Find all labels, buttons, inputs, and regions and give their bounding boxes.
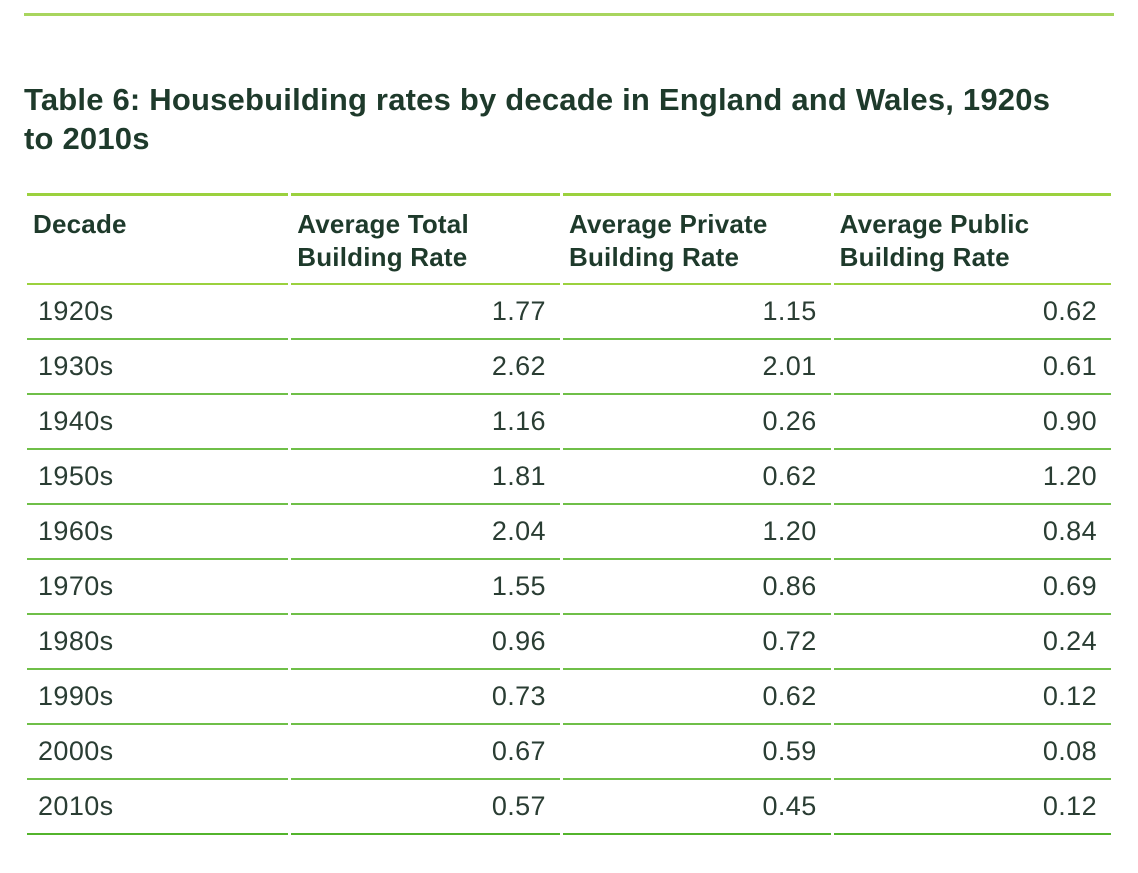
cell-total-rate: 0.57 bbox=[291, 780, 560, 835]
cell-decade: 1960s bbox=[27, 505, 289, 560]
table-body: 1920s 1.77 1.15 0.62 1930s 2.62 2.01 0.6… bbox=[27, 285, 1111, 835]
cell-public-rate: 0.62 bbox=[833, 285, 1111, 340]
col-header-private-line2: Building Rate bbox=[568, 242, 740, 272]
cell-public-rate: 0.24 bbox=[833, 615, 1111, 670]
cell-total-rate: 0.96 bbox=[291, 615, 560, 670]
col-header-public-line2: Building Rate bbox=[839, 242, 1010, 272]
cell-decade: 1980s bbox=[27, 615, 289, 670]
cell-public-rate: 1.20 bbox=[833, 450, 1111, 505]
cell-total-rate: 0.67 bbox=[291, 725, 560, 780]
cell-private-rate: 0.59 bbox=[562, 725, 831, 780]
table-row: 2010s 0.57 0.45 0.12 bbox=[27, 780, 1111, 835]
cell-private-rate: 0.26 bbox=[562, 395, 831, 450]
cell-private-rate: 1.15 bbox=[562, 285, 831, 340]
cell-public-rate: 0.84 bbox=[833, 505, 1111, 560]
cell-private-rate: 0.45 bbox=[562, 780, 831, 835]
col-header-total-line2: Building Rate bbox=[297, 242, 468, 272]
cell-private-rate: 0.72 bbox=[562, 615, 831, 670]
table-row: 1960s 2.04 1.20 0.84 bbox=[27, 505, 1111, 560]
cell-decade: 1970s bbox=[27, 560, 289, 615]
housebuilding-rates-table: Decade Average Total Building Rate Avera… bbox=[24, 193, 1114, 835]
cell-decade: 1940s bbox=[27, 395, 289, 450]
cell-total-rate: 2.62 bbox=[291, 340, 560, 395]
cell-decade: 1930s bbox=[27, 340, 289, 395]
col-header-public-rate: Average Public Building Rate bbox=[833, 193, 1111, 285]
table-row: 1980s 0.96 0.72 0.24 bbox=[27, 615, 1111, 670]
table-header-row: Decade Average Total Building Rate Avera… bbox=[27, 193, 1111, 285]
cell-public-rate: 0.08 bbox=[833, 725, 1111, 780]
cell-public-rate: 0.61 bbox=[833, 340, 1111, 395]
col-header-decade-line1: Decade bbox=[33, 209, 127, 239]
col-header-public-line1: Average Public bbox=[839, 209, 1030, 239]
table-row: 2000s 0.67 0.59 0.08 bbox=[27, 725, 1111, 780]
col-header-private-rate: Average Private Building Rate bbox=[562, 193, 831, 285]
col-header-total-rate: Average Total Building Rate bbox=[291, 193, 560, 285]
cell-decade: 1990s bbox=[27, 670, 289, 725]
cell-decade: 2000s bbox=[27, 725, 289, 780]
table-title: Table 6: Housebuilding rates by decade i… bbox=[24, 82, 1051, 156]
cell-total-rate: 1.16 bbox=[291, 395, 560, 450]
table-row: 1950s 1.81 0.62 1.20 bbox=[27, 450, 1111, 505]
document-page: Table 6: Housebuilding rates by decade i… bbox=[0, 13, 1138, 835]
table-row: 1970s 1.55 0.86 0.69 bbox=[27, 560, 1111, 615]
cell-decade: 1950s bbox=[27, 450, 289, 505]
cell-total-rate: 2.04 bbox=[291, 505, 560, 560]
cell-public-rate: 0.12 bbox=[833, 780, 1111, 835]
cell-private-rate: 1.20 bbox=[562, 505, 831, 560]
table-row: 1940s 1.16 0.26 0.90 bbox=[27, 395, 1111, 450]
col-header-total-line1: Average Total bbox=[297, 209, 469, 239]
cell-private-rate: 0.86 bbox=[562, 560, 831, 615]
cell-private-rate: 0.62 bbox=[562, 450, 831, 505]
col-header-private-line1: Average Private bbox=[568, 209, 768, 239]
cell-total-rate: 1.77 bbox=[291, 285, 560, 340]
cell-total-rate: 0.73 bbox=[291, 670, 560, 725]
table-row: 1930s 2.62 2.01 0.61 bbox=[27, 340, 1111, 395]
table-row: 1920s 1.77 1.15 0.62 bbox=[27, 285, 1111, 340]
cell-total-rate: 1.81 bbox=[291, 450, 560, 505]
cell-public-rate: 0.12 bbox=[833, 670, 1111, 725]
cell-private-rate: 0.62 bbox=[562, 670, 831, 725]
cell-decade: 2010s bbox=[27, 780, 289, 835]
cell-public-rate: 0.90 bbox=[833, 395, 1111, 450]
cell-total-rate: 1.55 bbox=[291, 560, 560, 615]
col-header-decade: Decade bbox=[27, 193, 289, 285]
top-divider-rule bbox=[24, 13, 1114, 16]
cell-private-rate: 2.01 bbox=[562, 340, 831, 395]
cell-public-rate: 0.69 bbox=[833, 560, 1111, 615]
cell-decade: 1920s bbox=[27, 285, 289, 340]
table-row: 1990s 0.73 0.62 0.12 bbox=[27, 670, 1111, 725]
